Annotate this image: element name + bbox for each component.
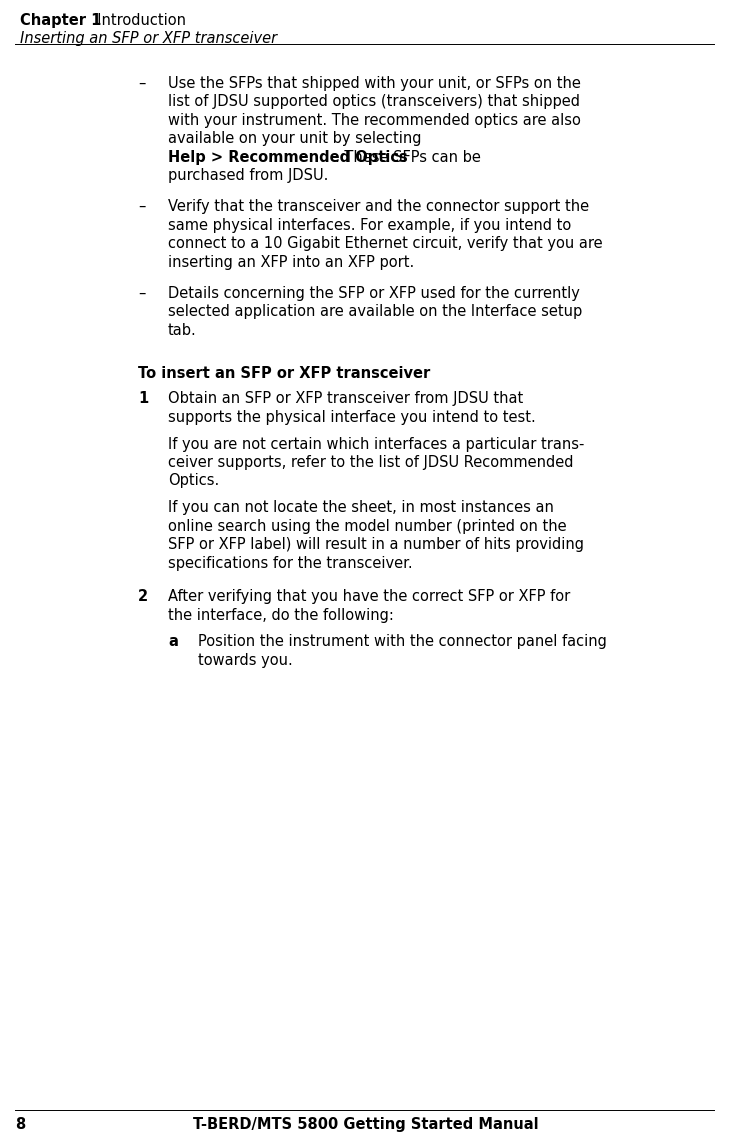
- Text: the interface, do the following:: the interface, do the following:: [168, 608, 394, 622]
- Text: Details concerning the SFP or XFP used for the currently: Details concerning the SFP or XFP used f…: [168, 286, 580, 300]
- Text: To insert an SFP or XFP transceiver: To insert an SFP or XFP transceiver: [138, 366, 430, 381]
- Text: supports the physical interface you intend to test.: supports the physical interface you inte…: [168, 410, 536, 424]
- Text: T-BERD/MTS 5800 Getting Started Manual: T-BERD/MTS 5800 Getting Started Manual: [193, 1118, 539, 1132]
- Text: ceiver supports, refer to the list of JDSU Recommended: ceiver supports, refer to the list of JD…: [168, 455, 573, 470]
- Text: selected application are available on the Interface setup: selected application are available on th…: [168, 304, 582, 320]
- Text: . These SFPs can be: . These SFPs can be: [335, 149, 481, 165]
- Text: Use the SFPs that shipped with your unit, or SFPs on the: Use the SFPs that shipped with your unit…: [168, 75, 581, 91]
- Text: same physical interfaces. For example, if you intend to: same physical interfaces. For example, i…: [168, 217, 571, 232]
- Text: available on your unit by selecting: available on your unit by selecting: [168, 131, 422, 146]
- Text: –: –: [138, 199, 146, 214]
- Text: towards you.: towards you.: [198, 653, 293, 668]
- Text: online search using the model number (printed on the: online search using the model number (pr…: [168, 519, 567, 534]
- Text: 8: 8: [15, 1118, 25, 1132]
- Text: Help > Recommended Optics: Help > Recommended Optics: [168, 149, 408, 165]
- Text: –: –: [138, 75, 146, 91]
- Text: Chapter 1: Chapter 1: [20, 13, 101, 28]
- Text: connect to a 10 Gigabit Ethernet circuit, verify that you are: connect to a 10 Gigabit Ethernet circuit…: [168, 236, 602, 251]
- Text: Optics.: Optics.: [168, 473, 220, 488]
- Text: purchased from JDSU.: purchased from JDSU.: [168, 168, 329, 183]
- Text: inserting an XFP into an XFP port.: inserting an XFP into an XFP port.: [168, 255, 414, 270]
- Text: Verify that the transceiver and the connector support the: Verify that the transceiver and the conn…: [168, 199, 589, 214]
- Text: specifications for the transceiver.: specifications for the transceiver.: [168, 555, 413, 570]
- Text: a: a: [168, 635, 178, 650]
- Text: list of JDSU supported optics (transceivers) that shipped: list of JDSU supported optics (transceiv…: [168, 94, 580, 109]
- Text: tab.: tab.: [168, 323, 197, 338]
- Text: If you can not locate the sheet, in most instances an: If you can not locate the sheet, in most…: [168, 500, 554, 516]
- Text: Obtain an SFP or XFP transceiver from JDSU that: Obtain an SFP or XFP transceiver from JD…: [168, 391, 523, 406]
- Text: 2: 2: [138, 589, 148, 604]
- Text: Inserting an SFP or XFP transceiver: Inserting an SFP or XFP transceiver: [20, 32, 277, 47]
- Text: with your instrument. The recommended optics are also: with your instrument. The recommended op…: [168, 113, 581, 127]
- Text: After verifying that you have the correct SFP or XFP for: After verifying that you have the correc…: [168, 589, 570, 604]
- Text: SFP or XFP label) will result in a number of hits providing: SFP or XFP label) will result in a numbe…: [168, 537, 584, 552]
- Text: Introduction: Introduction: [88, 13, 186, 28]
- Text: 1: 1: [138, 391, 149, 406]
- Text: If you are not certain which interfaces a particular trans-: If you are not certain which interfaces …: [168, 437, 584, 452]
- Text: Position the instrument with the connector panel facing: Position the instrument with the connect…: [198, 635, 607, 650]
- Text: –: –: [138, 286, 146, 300]
